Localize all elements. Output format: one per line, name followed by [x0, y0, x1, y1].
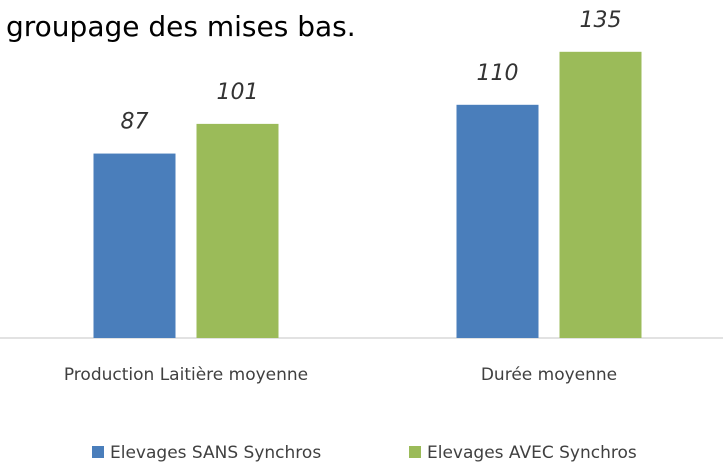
legend-label: Elevages SANS Synchros: [110, 443, 321, 463]
bar: [196, 123, 279, 338]
x-tick-label: Durée moyenne: [481, 365, 617, 385]
legend-swatch: [92, 446, 104, 458]
bar: [456, 104, 539, 338]
data-label: 101: [217, 80, 259, 105]
data-label: 135: [580, 8, 622, 33]
bar: [93, 153, 176, 338]
data-label: 87: [121, 110, 149, 135]
legend-label: Elevages AVEC Synchros: [427, 443, 637, 463]
bar: [559, 51, 642, 339]
x-tick-label: Production Laitière moyenne: [64, 365, 308, 385]
data-label: 110: [477, 61, 519, 86]
chart-title: groupage des mises bas.: [6, 10, 356, 43]
legend-swatch: [409, 446, 421, 458]
